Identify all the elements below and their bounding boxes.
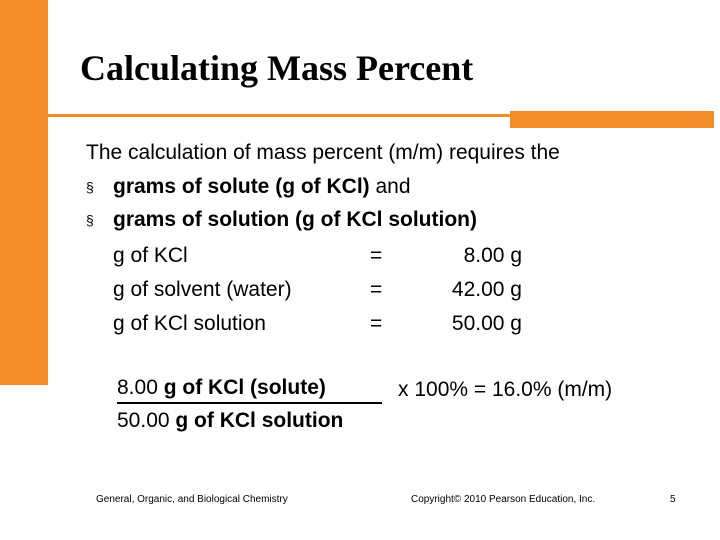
- bullet-solute-rest: and: [369, 175, 411, 198]
- numerator-value: 8.00: [117, 376, 164, 399]
- value-amount: 50.00 g: [451, 312, 522, 335]
- value-equals: =: [370, 312, 383, 335]
- footer-copyright: Copyright© 2010 Pearson Education, Inc.: [411, 494, 596, 505]
- value-label: g of solvent (water): [113, 278, 292, 301]
- footer-course: General, Organic, and Biological Chemist…: [96, 494, 288, 505]
- bullet-marker: §: [86, 212, 94, 228]
- fraction-numerator: 8.00 g of KCl (solute): [117, 374, 382, 404]
- fraction-denominator: 50.00 g of KCl solution: [117, 407, 343, 435]
- bullet-solute-bold: grams of solute (g of KCl): [113, 175, 370, 198]
- title-rule: [30, 114, 510, 117]
- denominator-unit: g of KCl solution: [175, 409, 344, 432]
- bullet-solution-bold: grams of solution (g of KCl solution): [113, 208, 477, 231]
- value-equals: =: [370, 278, 383, 301]
- value-equals: =: [370, 244, 383, 267]
- value-amount: 8.00 g: [463, 244, 522, 267]
- value-label: g of KCl solution: [113, 312, 266, 335]
- left-accent-bar: [0, 0, 48, 380]
- value-amount: 42.00 g: [451, 278, 522, 301]
- left-accent-tick: [0, 380, 48, 385]
- formula-result: x 100% = 16.0% (m/m): [398, 378, 613, 401]
- bullet-marker: §: [86, 179, 94, 195]
- intro-text: The calculation of mass percent (m/m) re…: [86, 141, 560, 164]
- page-number: 5: [670, 494, 676, 505]
- denominator-value: 50.00: [117, 409, 176, 432]
- slide-title: Calculating Mass Percent: [80, 48, 474, 88]
- value-label: g of KCl: [113, 244, 188, 267]
- bullet-solution: grams of solution (g of KCl solution): [113, 206, 477, 234]
- bullet-solute: grams of solute (g of KCl) and: [113, 173, 411, 201]
- title-rule-accent: [510, 111, 714, 128]
- numerator-unit: g of KCl (solute): [163, 376, 326, 399]
